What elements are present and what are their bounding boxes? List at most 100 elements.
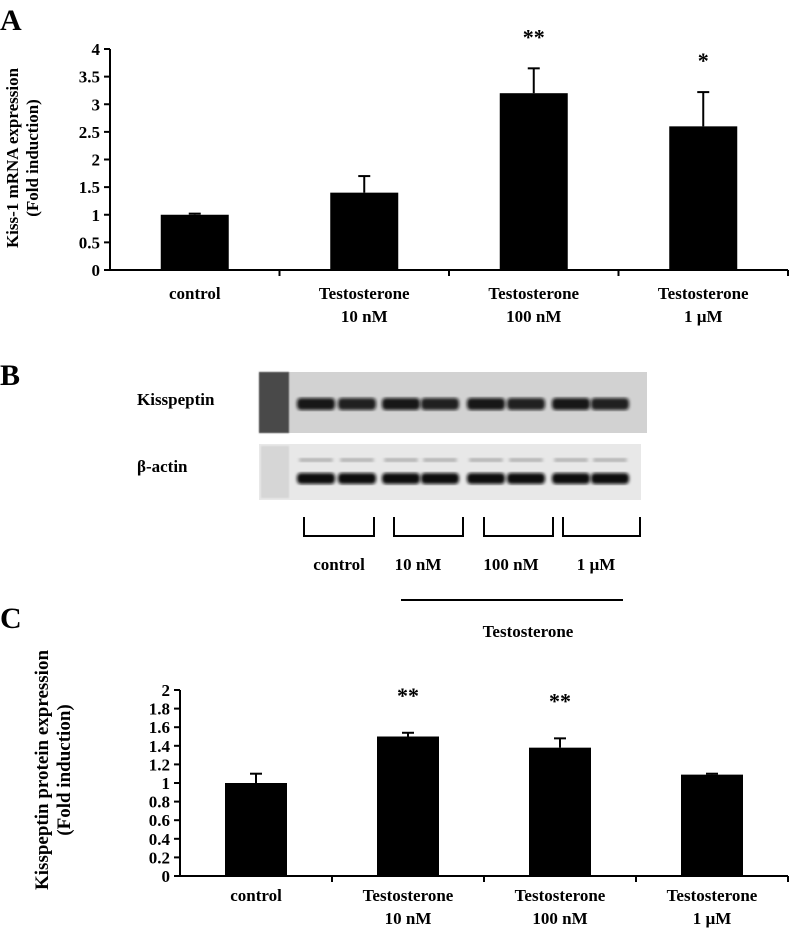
actin-blot-marker-lane <box>261 446 289 498</box>
panel-letter-a: A <box>0 4 22 37</box>
actin-faint-band <box>469 458 503 462</box>
chartC-ytick-label: 0.6 <box>149 811 170 830</box>
actin-band <box>338 473 376 484</box>
actin-faint-band <box>299 458 333 462</box>
kisspeptin-band <box>467 398 505 410</box>
chartA-category-label-3-0: Testosterone <box>658 284 749 303</box>
chartC-category-label-3-1: 1 µM <box>693 909 732 928</box>
actin-band <box>467 473 505 484</box>
chart-a: Kiss-1 mRNA expression (Fold induction) … <box>3 24 789 326</box>
chart-c-category-labels: control Testosterone 10 nM Testosterone 100 … <box>230 886 758 928</box>
chartC-ytick-label: 0.8 <box>149 793 170 812</box>
chartC-ytick-label: 1 <box>162 774 171 793</box>
bracket-1um <box>562 517 641 537</box>
chartC-ytick-label: 1.8 <box>149 700 170 719</box>
blot-group-1um: 1 µM <box>577 555 616 574</box>
kisspeptin-band <box>552 398 590 410</box>
actin-faint-band <box>509 458 543 462</box>
panel-letter-c: C <box>0 602 22 635</box>
chartA-bar-3 <box>669 126 738 270</box>
chartA-significance-2: ** <box>523 24 545 49</box>
chartA-category-label-2-1: 100 nM <box>506 307 561 326</box>
panel-letter-b: B <box>0 359 20 392</box>
actin-faint-band <box>554 458 588 462</box>
actin-band <box>382 473 420 484</box>
chart-a-bars: *** <box>160 24 738 270</box>
kisspeptin-bands <box>297 398 629 410</box>
actin-band <box>507 473 545 484</box>
chartA-ytick-label: 3.5 <box>79 68 100 87</box>
chartA-ytick-label: 1 <box>92 206 101 225</box>
chart-c: Kisspeptin protein expression (Fold indu… <box>32 650 789 928</box>
bracket-10nm <box>393 517 464 537</box>
chartA-category-label-1-0: Testosterone <box>319 284 410 303</box>
chartC-ytick-label: 1.6 <box>149 718 170 737</box>
actin-faint-band <box>593 458 627 462</box>
chartC-ytick-label: 0.2 <box>149 848 170 867</box>
chartC-bar-1 <box>377 736 439 876</box>
chartA-bar-2 <box>499 93 568 270</box>
chartC-significance-1: ** <box>397 683 419 708</box>
chartC-ytick-label: 0.4 <box>149 830 171 849</box>
chartA-ytick-label: 3 <box>92 95 101 114</box>
chartA-ytick-label: 2 <box>92 151 101 170</box>
chart-c-ylabel-line2: (Fold induction) <box>54 704 75 835</box>
chartA-bar-1 <box>330 192 399 270</box>
blot-group-control: control <box>313 555 365 574</box>
bracket-control <box>303 517 375 537</box>
actin-band <box>552 473 590 484</box>
chartC-bar-3 <box>681 774 743 876</box>
kisspeptin-band <box>421 398 459 410</box>
chart-a-ylabel-line2: (Fold induction) <box>23 99 42 217</box>
actin-band <box>421 473 459 484</box>
blot-group-brackets <box>303 517 641 537</box>
chart-a-ylabel-line1: Kiss-1 mRNA expression <box>3 67 22 248</box>
chartC-ytick-label: 1.4 <box>149 737 171 756</box>
chartA-bar-0 <box>160 214 229 270</box>
chartC-category-label-1-1: 10 nM <box>385 909 432 928</box>
kisspeptin-band <box>338 398 376 410</box>
actin-band <box>591 473 629 484</box>
chartC-category-label-0-0: control <box>230 886 282 905</box>
chartA-ytick-label: 1.5 <box>79 178 100 197</box>
actin-band <box>297 473 335 484</box>
kisspeptin-band <box>591 398 629 410</box>
chartA-category-label-3-1: 1 µM <box>684 307 723 326</box>
actin-bands <box>297 458 629 484</box>
chart-c-ticks: 00.20.40.60.811.21.41.61.82 <box>149 681 180 886</box>
blot-row-label-kisspeptin: Kisspeptin <box>137 390 215 409</box>
chart-a-category-labels: control Testosterone 10 nM Testosterone 100 … <box>169 284 749 326</box>
actin-faint-band <box>384 458 418 462</box>
chartC-ytick-label: 1.2 <box>149 755 170 774</box>
blot-group-100nm: 100 nM <box>483 555 538 574</box>
chartC-category-label-2-0: Testosterone <box>515 886 606 905</box>
chartA-category-label-0-0: control <box>169 284 221 303</box>
chartA-category-label-2-0: Testosterone <box>488 284 579 303</box>
chartC-bar-2 <box>529 747 591 876</box>
chartC-ytick-label: 0 <box>162 867 171 886</box>
chartA-ytick-label: 0 <box>92 261 101 280</box>
chartC-category-label-1-0: Testosterone <box>363 886 454 905</box>
actin-faint-band <box>340 458 374 462</box>
chart-c-ylabel-line1: Kisspeptin protein expression <box>32 650 53 890</box>
chartC-category-label-3-0: Testosterone <box>667 886 758 905</box>
chartC-ytick-label: 2 <box>162 681 171 700</box>
kisspeptin-band <box>507 398 545 410</box>
bracket-100nm <box>483 517 554 537</box>
actin-faint-band <box>423 458 457 462</box>
chartC-significance-2: ** <box>549 688 571 713</box>
chartA-ytick-label: 2.5 <box>79 123 100 142</box>
chartC-bar-0 <box>225 783 287 876</box>
chartA-ytick-label: 0.5 <box>79 233 100 252</box>
blot-group-10nm: 10 nM <box>395 555 442 574</box>
chart-c-bars: ** ** <box>225 683 743 876</box>
kisspeptin-blot-marker-lane <box>259 372 289 433</box>
chartA-ytick-label: 4 <box>92 40 101 59</box>
treatment-label: Testosterone <box>483 622 574 641</box>
chartC-category-label-2-1: 100 nM <box>532 909 587 928</box>
actin-blot-strip <box>259 444 641 500</box>
chart-a-ticks: 0 0.5 1 1.5 2 2.5 3 3.5 4 <box>79 40 110 280</box>
blot-row-label-beta-actin: β-actin <box>137 457 188 476</box>
chartA-significance-3: * <box>698 48 709 73</box>
